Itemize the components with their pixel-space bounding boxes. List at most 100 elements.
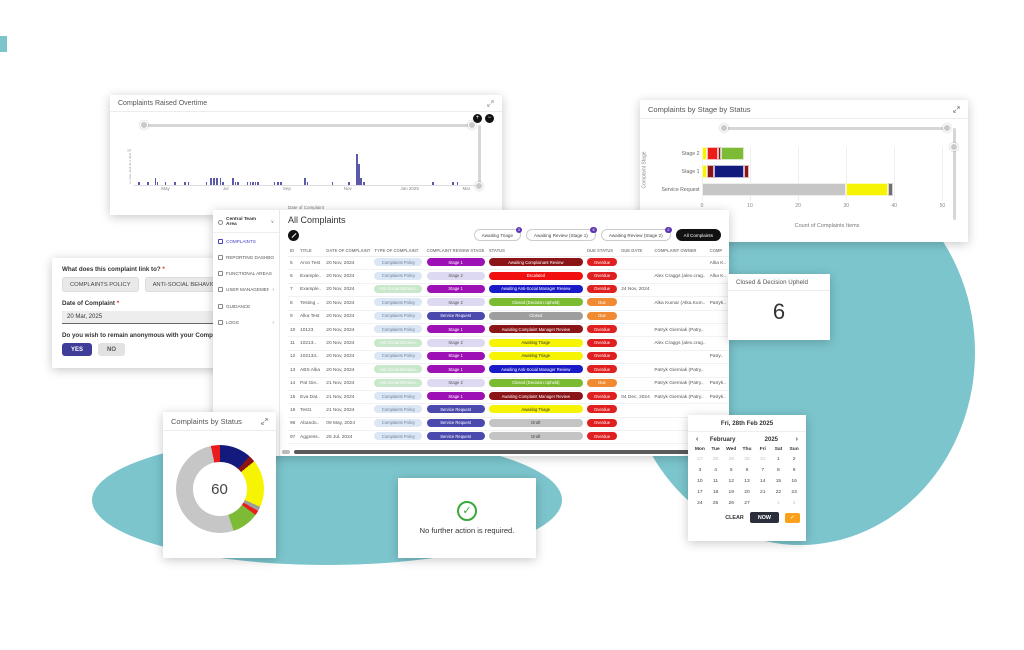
cell: Stage 1: [424, 350, 487, 365]
table-row[interactable]: 12 102134.. 20 Nov, 2024 Complaints Policy S…: [288, 350, 729, 365]
year-label[interactable]: 2025: [764, 436, 778, 443]
stage-chip: Stage 2: [426, 271, 485, 280]
filter-chip[interactable]: Awaiting Triage 3: [473, 226, 523, 241]
table-row[interactable]: 16 Test1 21 Nov, 2024 Complaints Policy Serv…: [288, 403, 729, 418]
filter-chip[interactable]: Awaiting Review (Stage 2) 2: [600, 226, 672, 241]
calendar-day[interactable]: 1: [777, 501, 780, 506]
cell: Overdue: [585, 403, 620, 418]
now-button[interactable]: NOW: [749, 512, 779, 523]
calendar-day[interactable]: 2: [792, 501, 796, 506]
cell: 9: [288, 310, 299, 324]
calendar-day[interactable]: 5: [729, 468, 733, 473]
sidebar-item-complaints[interactable]: COMPLAINTS: [213, 233, 279, 249]
table-row[interactable]: 7 Example.. 20 Nov, 2024 Anti-Social Behavi…: [288, 283, 729, 298]
calendar-day[interactable]: 2: [792, 457, 796, 462]
data-bar: [183, 181, 186, 185]
sidebar-item-user-management[interactable]: USER MANAGEMENT ›: [213, 281, 279, 298]
month-label[interactable]: February: [709, 436, 736, 443]
calendar-day[interactable]: 6: [745, 468, 749, 473]
calendar-day[interactable]: 13: [744, 479, 750, 484]
calendar-row: 17 18 19 20 21 22 23: [688, 487, 806, 498]
calendar-day[interactable]: 28: [755, 498, 771, 509]
cell: Closed: [486, 310, 586, 324]
calendar-day[interactable]: 29: [728, 457, 734, 462]
calendar-day[interactable]: 25: [712, 501, 719, 506]
time-range-handle-left[interactable]: [140, 121, 148, 129]
filter-icon[interactable]: [288, 229, 299, 241]
calendar-day[interactable]: 16: [791, 479, 797, 484]
expand-icon[interactable]: [487, 100, 494, 107]
table-row[interactable]: 14 Pat Gie.. 21 Nov, 2024 Anti-Social Behav…: [288, 377, 729, 391]
stacked-range-track[interactable]: [724, 127, 948, 130]
cell: Escalated: [486, 269, 586, 284]
calendar-day[interactable]: 27: [744, 501, 750, 506]
table-row[interactable]: 9 Alka Test 20 Nov, 2024 Complaints Policy S…: [288, 310, 729, 324]
calendar-day[interactable]: 14: [759, 479, 766, 484]
calendar-day[interactable]: 11: [713, 479, 719, 484]
table-row[interactable]: 8 Testing .. 20 Nov, 2024 Complaints Policy…: [288, 296, 729, 311]
calendar-day[interactable]: 24: [697, 501, 703, 506]
calendar-day[interactable]: 9: [792, 468, 796, 473]
cell: Patryk Gierniak (Patry..: [652, 323, 708, 338]
table-row[interactable]: 13 ABS Alka 20 Nov, 2024 Anti-Social Behavi…: [288, 363, 729, 378]
calendar-day[interactable]: 10: [697, 479, 703, 484]
calendar-day[interactable]: 20: [744, 490, 750, 495]
calendar-day[interactable]: 3: [698, 468, 702, 473]
yes-button[interactable]: YES: [62, 343, 93, 356]
calendar-day[interactable]: 22: [775, 490, 782, 495]
filter-chip[interactable]: Awaiting Review (Stage 1) 6: [526, 226, 597, 241]
calendar-day[interactable]: 27: [697, 457, 703, 462]
calendar-day[interactable]: 21: [759, 490, 766, 495]
policy-option-button[interactable]: COMPLAINTS POLICY: [62, 277, 139, 292]
calendar-day[interactable]: 12: [728, 479, 734, 484]
stacked-range-vtrack[interactable]: [953, 128, 956, 220]
data-bar: [456, 181, 459, 185]
stage-chip: Service Request: [426, 405, 485, 414]
table-row[interactable]: 96 Abando.. 09 May, 2024 Complaints Policy S…: [288, 417, 729, 432]
next-month-icon[interactable]: ›: [795, 436, 798, 443]
calendar-day[interactable]: 15: [775, 479, 782, 484]
sidebar-item-reporting-dashboard[interactable]: REPORTING DASHBOARD: [213, 249, 279, 265]
table-row[interactable]: 15 Eva Dat.. 21 Nov, 2024 Complaints Policy…: [288, 390, 729, 405]
calendar-day[interactable]: 23: [791, 490, 797, 495]
expand-icon[interactable]: [261, 418, 268, 425]
calendar-day[interactable]: 26: [728, 501, 734, 506]
calendar-day[interactable]: 4: [714, 468, 717, 473]
confirm-date-button[interactable]: ✓: [785, 512, 800, 523]
workspace-selector[interactable]: Central Team Area ∨: [213, 213, 279, 233]
clear-button[interactable]: CLEAR: [725, 514, 744, 521]
calendar-day[interactable]: 31: [759, 457, 766, 462]
time-range-slider-track[interactable]: [144, 124, 474, 127]
time-range-handle-bottom[interactable]: [475, 182, 483, 190]
time-range-handle-right[interactable]: [468, 121, 476, 129]
table-row[interactable]: 97 Aggress.. 25 Jul, 2024 Complaints Policy…: [288, 430, 729, 445]
table-row[interactable]: 6 Example.. 20 Nov, 2024 Complaints Policy S…: [288, 269, 729, 284]
table-row[interactable]: 10 10123 20 Nov, 2024 Complaints Policy Stag…: [288, 323, 729, 338]
no-button[interactable]: NO: [98, 343, 126, 356]
calendar-day[interactable]: 28: [712, 457, 719, 462]
prev-month-icon[interactable]: ‹: [696, 436, 699, 443]
status-chip: Closed: [488, 311, 583, 320]
time-range-slider-vtrack[interactable]: [478, 125, 481, 187]
calendar-day[interactable]: 19: [728, 490, 734, 495]
filter-chip[interactable]: All Complaints: [675, 229, 721, 241]
sidebar-item-guidance[interactable]: GUIDANCE: [213, 298, 279, 314]
stacked-range-handle-right[interactable]: [943, 124, 951, 132]
zoom-out-button[interactable]: −: [485, 114, 494, 123]
calendar-day[interactable]: 18: [712, 490, 719, 495]
stacked-range-handle-v[interactable]: [950, 143, 958, 151]
calendar-day[interactable]: 17: [697, 490, 703, 495]
stacked-range-handle-left[interactable]: [720, 124, 728, 132]
sidebar-item-logs[interactable]: LOGS ›: [213, 314, 279, 331]
calendar-day[interactable]: 7: [761, 468, 765, 473]
calendar-day[interactable]: 1: [777, 457, 780, 462]
table-row[interactable]: 5 Aron Test 20 Nov, 2024 Complaints Policy S…: [288, 256, 729, 271]
cell: Complaints Policy: [372, 310, 425, 324]
horizontal-scrollbar[interactable]: [294, 450, 724, 454]
zoom-in-button[interactable]: +: [473, 114, 482, 123]
sidebar-item-functional-areas[interactable]: FUNCTIONAL AREAS: [213, 265, 279, 281]
table-row[interactable]: 11 10213.. 20 Nov, 2024 Anti-Social Behavio…: [288, 336, 729, 351]
calendar-day[interactable]: 8: [777, 468, 780, 473]
expand-icon[interactable]: [953, 106, 960, 113]
calendar-day[interactable]: 30: [744, 457, 750, 462]
